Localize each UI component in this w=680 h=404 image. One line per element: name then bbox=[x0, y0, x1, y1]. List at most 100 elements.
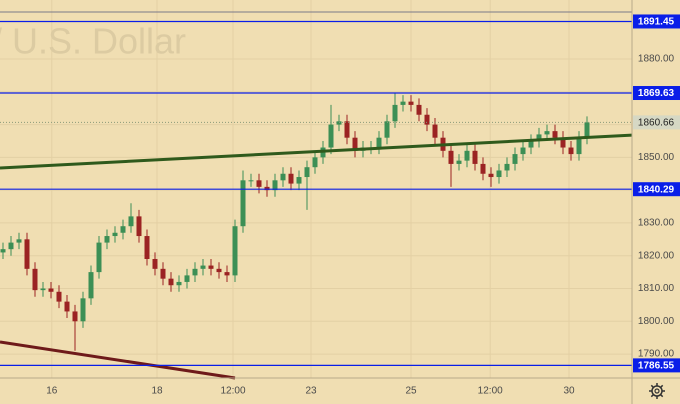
candle-body bbox=[184, 275, 190, 282]
candle-body bbox=[144, 236, 150, 259]
candle-body bbox=[480, 163, 486, 174]
y-tick-label: 1880.00 bbox=[638, 54, 675, 65]
candle-body bbox=[256, 180, 262, 187]
level-label: 1891.45 bbox=[638, 17, 675, 28]
candle-body bbox=[448, 150, 454, 164]
candle-body bbox=[288, 173, 294, 184]
candle-body bbox=[216, 268, 222, 273]
level-label-box bbox=[633, 86, 680, 101]
candle-body bbox=[384, 121, 390, 138]
candle-body bbox=[88, 272, 94, 299]
candle-body bbox=[8, 242, 14, 250]
candle-body bbox=[160, 268, 166, 279]
candle-body bbox=[400, 101, 406, 105]
candle-body bbox=[472, 150, 478, 164]
candle-body bbox=[576, 137, 582, 155]
candle-body bbox=[120, 226, 126, 233]
level-label: 1840.29 bbox=[638, 184, 675, 195]
candle-body bbox=[168, 278, 174, 286]
candle-body bbox=[104, 236, 110, 243]
candle-body bbox=[568, 147, 574, 155]
candle-body bbox=[456, 160, 462, 164]
candle-body bbox=[504, 163, 510, 171]
trend-line bbox=[0, 340, 236, 380]
candle-body bbox=[496, 170, 502, 178]
candle-body bbox=[32, 268, 38, 291]
candle-body bbox=[128, 216, 134, 227]
candle-body bbox=[512, 154, 518, 164]
candle-body bbox=[56, 291, 62, 302]
candle-body bbox=[392, 104, 398, 122]
trend-line bbox=[0, 133, 633, 170]
candle-body bbox=[296, 177, 302, 184]
level-label-box bbox=[633, 358, 680, 373]
candle-body bbox=[0, 249, 6, 253]
candle-body bbox=[344, 121, 350, 138]
candle-body bbox=[544, 131, 550, 135]
candle-body bbox=[192, 268, 198, 276]
candle-body bbox=[264, 186, 270, 191]
candle-body bbox=[64, 301, 70, 312]
candle-body bbox=[224, 272, 230, 276]
candle-body bbox=[584, 122, 590, 138]
x-tick-label: 18 bbox=[151, 386, 163, 397]
candle-body bbox=[376, 137, 382, 148]
candle-body bbox=[312, 157, 318, 168]
level-label-box bbox=[633, 14, 680, 29]
watermark: / U.S. Dollar bbox=[0, 21, 186, 62]
candle-body bbox=[272, 180, 278, 191]
candle-body bbox=[96, 242, 102, 273]
candle-body bbox=[16, 239, 22, 243]
y-tick-label: 1830.00 bbox=[638, 218, 675, 229]
candle-body bbox=[424, 114, 430, 125]
candle-body bbox=[208, 265, 214, 269]
level-label: 1786.55 bbox=[638, 361, 675, 372]
candle-body bbox=[552, 131, 558, 138]
y-tick-label: 1820.00 bbox=[638, 250, 675, 261]
axis: 1790.00 1800.00 1810.00 1820.00 1830.00 1840.… bbox=[46, 14, 680, 397]
level-label: 1869.63 bbox=[638, 88, 675, 99]
candle-body bbox=[112, 232, 118, 237]
candle-body bbox=[80, 298, 86, 322]
x-tick-label: 12:00 bbox=[220, 386, 245, 397]
candle-body bbox=[336, 121, 342, 125]
x-tick-label: 30 bbox=[563, 386, 575, 397]
candle-body bbox=[176, 281, 182, 286]
candle-body bbox=[24, 239, 30, 269]
candle-body bbox=[408, 101, 414, 105]
candle-body bbox=[248, 180, 254, 182]
candle-body bbox=[464, 150, 470, 161]
x-tick-label: 12:00 bbox=[478, 386, 503, 397]
y-tick-label: 1810.00 bbox=[638, 283, 675, 294]
candle-body bbox=[232, 226, 238, 276]
candle-body bbox=[280, 173, 286, 181]
candle-body bbox=[136, 216, 142, 237]
candle-body bbox=[152, 258, 158, 269]
candle-body bbox=[536, 134, 542, 141]
level-label-box bbox=[633, 182, 680, 197]
candle-body bbox=[528, 140, 534, 148]
candle-body bbox=[304, 167, 310, 178]
candle-body bbox=[40, 288, 46, 291]
candle-body bbox=[48, 288, 54, 292]
candle-body bbox=[200, 265, 206, 269]
candle-body bbox=[352, 137, 358, 151]
y-tick-label: 1790.00 bbox=[638, 349, 675, 360]
candle-body bbox=[240, 180, 246, 227]
candle-body bbox=[560, 137, 566, 148]
candle-body bbox=[416, 104, 422, 115]
y-tick-label: 1850.00 bbox=[638, 152, 675, 163]
candle-body bbox=[432, 124, 438, 138]
candle-body bbox=[520, 147, 526, 155]
x-tick-label: 25 bbox=[405, 386, 417, 397]
y-tick-label: 1800.00 bbox=[638, 316, 675, 327]
candle-body bbox=[328, 124, 334, 148]
settings-icon[interactable] bbox=[649, 383, 665, 399]
x-tick-label: 23 bbox=[305, 386, 317, 397]
last-price-label: 1860.66 bbox=[638, 118, 675, 129]
x-tick-label: 16 bbox=[46, 386, 58, 397]
plot bbox=[0, 20, 633, 380]
candle-body bbox=[72, 311, 78, 322]
